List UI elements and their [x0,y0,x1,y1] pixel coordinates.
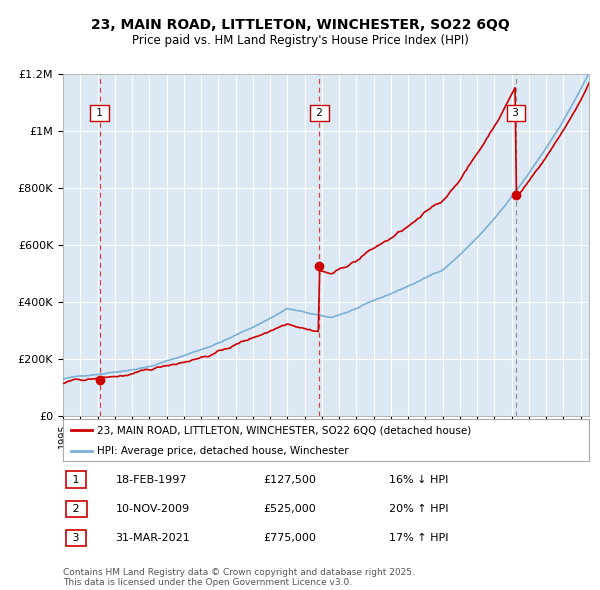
Text: £775,000: £775,000 [263,533,316,543]
Text: 10-NOV-2009: 10-NOV-2009 [116,504,190,514]
Text: £127,500: £127,500 [263,474,316,484]
Text: 20% ↑ HPI: 20% ↑ HPI [389,504,449,514]
Text: 31-MAR-2021: 31-MAR-2021 [116,533,190,543]
Text: 3: 3 [69,533,83,543]
Text: 23, MAIN ROAD, LITTLETON, WINCHESTER, SO22 6QQ: 23, MAIN ROAD, LITTLETON, WINCHESTER, SO… [91,18,509,32]
Text: 2: 2 [69,504,83,514]
Text: £525,000: £525,000 [263,504,316,514]
Text: 23, MAIN ROAD, LITTLETON, WINCHESTER, SO22 6QQ (detached house): 23, MAIN ROAD, LITTLETON, WINCHESTER, SO… [97,425,472,435]
Text: HPI: Average price, detached house, Winchester: HPI: Average price, detached house, Winc… [97,446,349,455]
Text: Contains HM Land Registry data © Crown copyright and database right 2025.
This d: Contains HM Land Registry data © Crown c… [63,568,415,587]
Text: 2: 2 [313,108,326,118]
Text: 18-FEB-1997: 18-FEB-1997 [116,474,187,484]
Text: 17% ↑ HPI: 17% ↑ HPI [389,533,449,543]
Text: 3: 3 [509,108,523,118]
Text: 16% ↓ HPI: 16% ↓ HPI [389,474,449,484]
Text: 1: 1 [69,474,83,484]
Text: 1: 1 [93,108,106,118]
Text: Price paid vs. HM Land Registry's House Price Index (HPI): Price paid vs. HM Land Registry's House … [131,34,469,47]
